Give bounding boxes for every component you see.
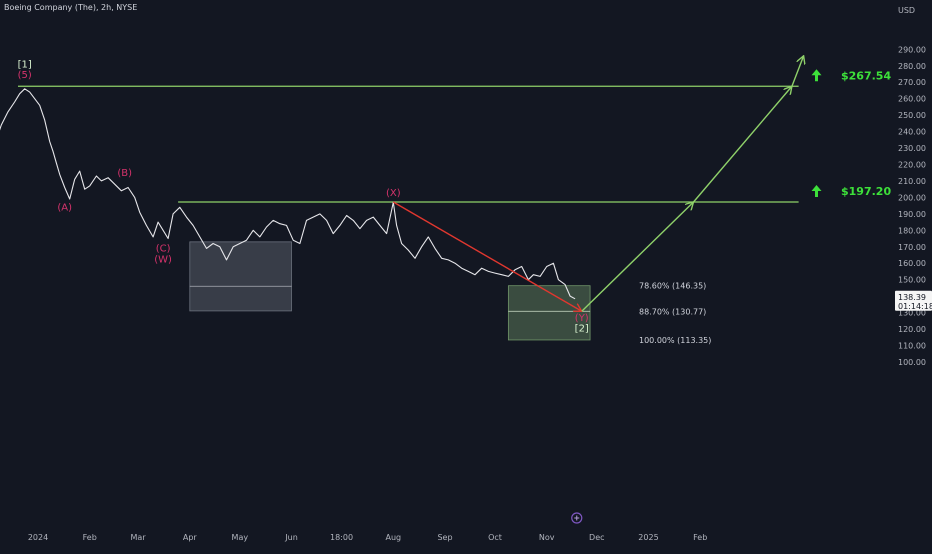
fib-label-2: 100.00% (113.35) [639,336,711,345]
current-price-timer: 01:14:18 [898,302,932,311]
wave-label-1: (5) [18,70,32,81]
x-tick-label: Oct [488,533,502,542]
fib-label-0: 78.60% (146.35) [639,282,706,291]
green-projection-leg-3 [791,56,804,87]
target-label-1: $197.20 [841,185,891,198]
x-tick-label: 2025 [638,533,658,542]
current-price-tag [895,290,932,311]
x-tick-label: Feb [693,533,707,542]
y-tick-label: 180.00 [898,226,926,235]
green-projection-leg-1 [581,202,694,312]
y-tick-label: 240.00 [898,128,926,137]
wave-label-0: [1] [18,59,32,70]
y-tick-label: 220.00 [898,160,926,169]
green-projection-leg-2 [692,86,792,203]
wave-label-3: (B) [117,168,132,179]
red-projection-line [392,201,581,311]
wave-label-2: (A) [57,203,72,214]
event-marker-icon [571,512,583,524]
y-tick-label: 160.00 [898,259,926,268]
x-tick-label: Mar [131,533,147,542]
x-tick-label: May [232,533,249,542]
y-tick-label: 260.00 [898,95,926,104]
price-line [0,88,576,300]
x-tick-label: Apr [183,533,198,542]
x-tick-label: Dec [589,533,604,542]
event-marker-plus-icon [574,515,580,521]
wave-label-6: (X) [386,188,401,199]
x-tick-label: Sep [437,533,452,542]
target-up-arrow-icon [811,185,822,198]
fib-label-1: 88.70% (130.77) [639,307,706,316]
currency-label: USD [898,6,915,15]
y-tick-label: 270.00 [898,78,926,87]
y-tick-label: 250.00 [898,111,926,120]
y-tick-label: 120.00 [898,325,926,334]
current-price-value: 138.39 [898,293,926,302]
x-tick-label: 18:00 [330,533,353,542]
y-tick-label: 230.00 [898,144,926,153]
wave-label-8: [2] [575,324,589,335]
x-tick-label: Jun [284,533,298,542]
x-tick-label: Nov [539,533,555,542]
gray-zone [189,241,292,312]
y-tick-label: 170.00 [898,243,926,252]
y-tick-label: 130.00 [898,309,926,318]
target-up-arrow-icon [811,69,822,82]
symbol-title: Boeing Company (The), 2h, NYSE [4,3,138,12]
wave-label-4: (C) [156,244,171,255]
y-tick-label: 110.00 [898,341,926,350]
y-tick-label: 280.00 [898,62,926,71]
y-tick-label: 190.00 [898,210,926,219]
wave-label-5: (W) [154,254,172,265]
target-label-0: $267.54 [841,69,891,82]
x-tick-label: Aug [385,533,401,542]
y-tick-label: 210.00 [898,177,926,186]
wave-label-7: (Y) [575,313,589,324]
y-tick-label: 100.00 [898,358,926,367]
y-tick-label: 150.00 [898,276,926,285]
y-tick-label: 200.00 [898,193,926,202]
x-tick-label: 2024 [28,533,48,542]
green-zone [507,285,591,341]
y-tick-label: 290.00 [898,45,926,54]
x-tick-label: Feb [83,533,97,542]
